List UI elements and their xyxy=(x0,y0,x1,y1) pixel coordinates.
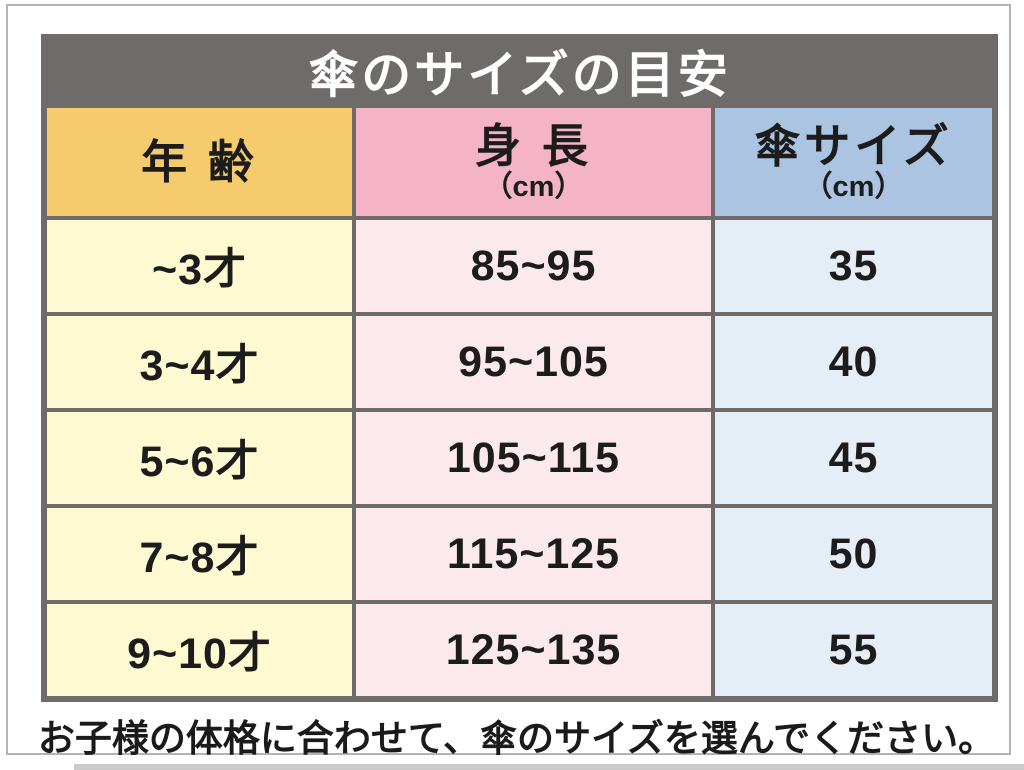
age-cell: ~3才 xyxy=(47,220,352,312)
height-cell: 95~105 xyxy=(356,316,711,408)
column-header-height-label: 身 長 xyxy=(475,120,592,173)
column-header-size: 傘サイズ （cm） xyxy=(715,108,992,216)
column-header-size-unit: （cm） xyxy=(803,170,904,203)
column-header-height: 身 長 （cm） xyxy=(356,108,711,216)
column-header-height-unit: （cm） xyxy=(483,170,584,203)
height-cell: 125~135 xyxy=(356,604,711,696)
age-cell: 9~10才 xyxy=(47,604,352,696)
size-table: 傘のサイズの目安 年 齢 身 長 （cm） 傘サイズ （cm） ~3才 85~9… xyxy=(41,34,998,702)
note-text: お子様の体格に合わせて、傘のサイズを選んでください。 xyxy=(37,718,996,759)
outer-frame: 傘のサイズの目安 年 齢 身 長 （cm） 傘サイズ （cm） ~3才 85~9… xyxy=(6,4,1011,759)
size-cell: 50 xyxy=(715,508,992,600)
age-cell: 5~6才 xyxy=(47,412,352,504)
table-title: 傘のサイズの目安 xyxy=(308,47,731,103)
size-cell: 55 xyxy=(715,604,992,696)
table-grid: 年 齢 身 長 （cm） 傘サイズ （cm） ~3才 85~95 35 3~4才… xyxy=(47,108,992,696)
size-cell: 45 xyxy=(715,412,992,504)
column-header-size-label: 傘サイズ xyxy=(754,120,953,173)
column-header-age-label: 年 齢 xyxy=(141,135,258,188)
height-cell: 105~115 xyxy=(356,412,711,504)
age-cell: 3~4才 xyxy=(47,316,352,408)
height-cell: 115~125 xyxy=(356,508,711,600)
size-cell: 40 xyxy=(715,316,992,408)
bottom-edge-strip xyxy=(74,764,1024,770)
size-cell: 35 xyxy=(715,220,992,312)
column-header-age: 年 齢 xyxy=(47,108,352,216)
age-cell: 7~8才 xyxy=(47,508,352,600)
height-cell: 85~95 xyxy=(356,220,711,312)
